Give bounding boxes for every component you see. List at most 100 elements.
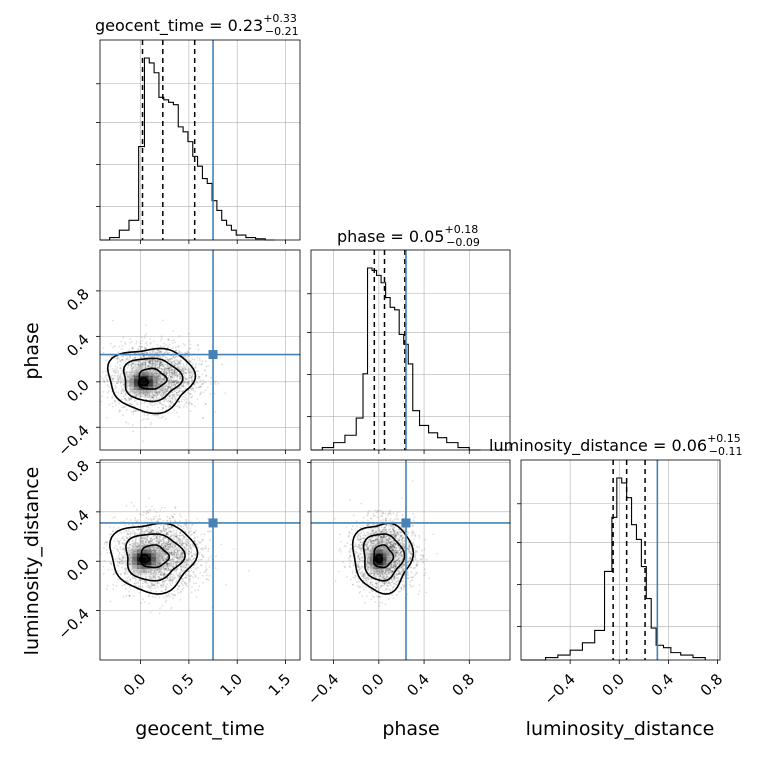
scatter-point	[173, 549, 176, 552]
scatter-point	[151, 365, 154, 367]
scatter-point	[143, 570, 146, 572]
scatter-point	[135, 547, 137, 549]
scatter-point	[190, 559, 193, 562]
scatter-point	[172, 529, 175, 531]
scatter-point	[159, 509, 162, 511]
scatter-point	[116, 360, 119, 363]
panel-2d-luminosity-distance-vs-geocent-time	[96, 459, 301, 664]
scatter-point	[106, 378, 108, 380]
scatter-point	[139, 543, 141, 546]
scatter-point	[187, 548, 189, 551]
scatter-point	[162, 546, 165, 549]
scatter-point	[174, 506, 177, 509]
scatter-point	[149, 581, 151, 584]
scatter-point	[119, 380, 122, 383]
scatter-point	[124, 572, 127, 575]
scatter-point	[184, 396, 187, 399]
scatter-point	[166, 352, 168, 354]
scatter-point	[164, 506, 166, 509]
density-cell	[127, 545, 133, 550]
scatter-point	[145, 530, 148, 533]
scatter-point	[156, 543, 159, 545]
scatter-point	[200, 385, 203, 388]
scatter-point	[167, 345, 170, 348]
scatter-point	[128, 594, 131, 597]
scatter-point	[134, 392, 136, 395]
density-cell	[134, 379, 140, 384]
scatter-point	[131, 371, 134, 373]
scatter-point	[173, 550, 176, 553]
scatter-point	[168, 551, 171, 554]
scatter-point	[159, 356, 162, 359]
scatter-point	[166, 532, 169, 535]
scatter-point	[167, 339, 170, 341]
scatter-point	[130, 388, 133, 390]
scatter-point	[198, 357, 201, 360]
scatter-point	[194, 576, 197, 578]
scatter-point	[162, 554, 165, 557]
scatter-point	[167, 369, 170, 372]
scatter-point	[125, 421, 127, 424]
scatter-point	[173, 554, 175, 557]
scatter-point	[152, 389, 155, 392]
scatter-point	[139, 364, 142, 367]
scatter-point	[136, 367, 139, 370]
scatter-point	[171, 369, 174, 372]
scatter-point	[188, 540, 191, 543]
scatter-point	[127, 380, 130, 383]
scatter-point	[165, 343, 168, 346]
scatter-point	[106, 551, 109, 554]
scatter-point	[199, 386, 202, 389]
scatter-point	[121, 547, 124, 550]
scatter-point	[169, 369, 172, 372]
scatter-point	[125, 373, 128, 376]
scatter-point	[174, 569, 177, 571]
scatter-point	[143, 511, 145, 514]
scatter-point	[164, 574, 167, 577]
scatter-point	[135, 361, 137, 364]
scatter-point	[163, 392, 165, 394]
scatter-point	[204, 381, 206, 384]
scatter-point	[133, 369, 136, 372]
scatter-point	[174, 371, 176, 374]
scatter-point	[175, 548, 177, 551]
scatter-point	[128, 356, 131, 358]
scatter-point	[192, 576, 195, 579]
scatter-point	[158, 391, 161, 393]
scatter-point	[115, 537, 118, 540]
scatter-point	[158, 377, 161, 380]
scatter-point	[176, 540, 179, 543]
scatter-point	[166, 546, 169, 548]
scatter-point	[116, 357, 119, 360]
scatter-point	[127, 380, 130, 382]
scatter-point	[133, 361, 136, 363]
scatter-point	[194, 554, 197, 556]
scatter-point	[168, 374, 171, 377]
scatter-point	[100, 400, 102, 403]
scatter-point	[163, 570, 166, 573]
scatter-point	[173, 362, 176, 364]
scatter-point	[157, 577, 160, 579]
scatter-point	[127, 375, 129, 378]
scatter-point	[153, 362, 156, 365]
scatter-point	[136, 508, 138, 511]
scatter-point	[118, 358, 121, 360]
scatter-point	[143, 531, 146, 534]
scatter-point	[119, 546, 122, 548]
scatter-point	[117, 570, 119, 572]
scatter-point	[177, 345, 180, 348]
scatter-point	[191, 380, 194, 382]
scatter-point	[191, 544, 194, 547]
scatter-point	[194, 553, 197, 556]
scatter-point	[172, 578, 175, 580]
scatter-point	[134, 409, 137, 412]
scatter-point	[158, 596, 160, 599]
scatter-point	[174, 551, 176, 554]
scatter-point	[118, 409, 121, 412]
scatter-point	[184, 542, 187, 544]
scatter-point	[144, 342, 147, 345]
scatter-point	[149, 390, 152, 393]
scatter-point	[144, 347, 147, 350]
scatter-point	[204, 389, 207, 392]
scatter-point	[130, 501, 133, 504]
